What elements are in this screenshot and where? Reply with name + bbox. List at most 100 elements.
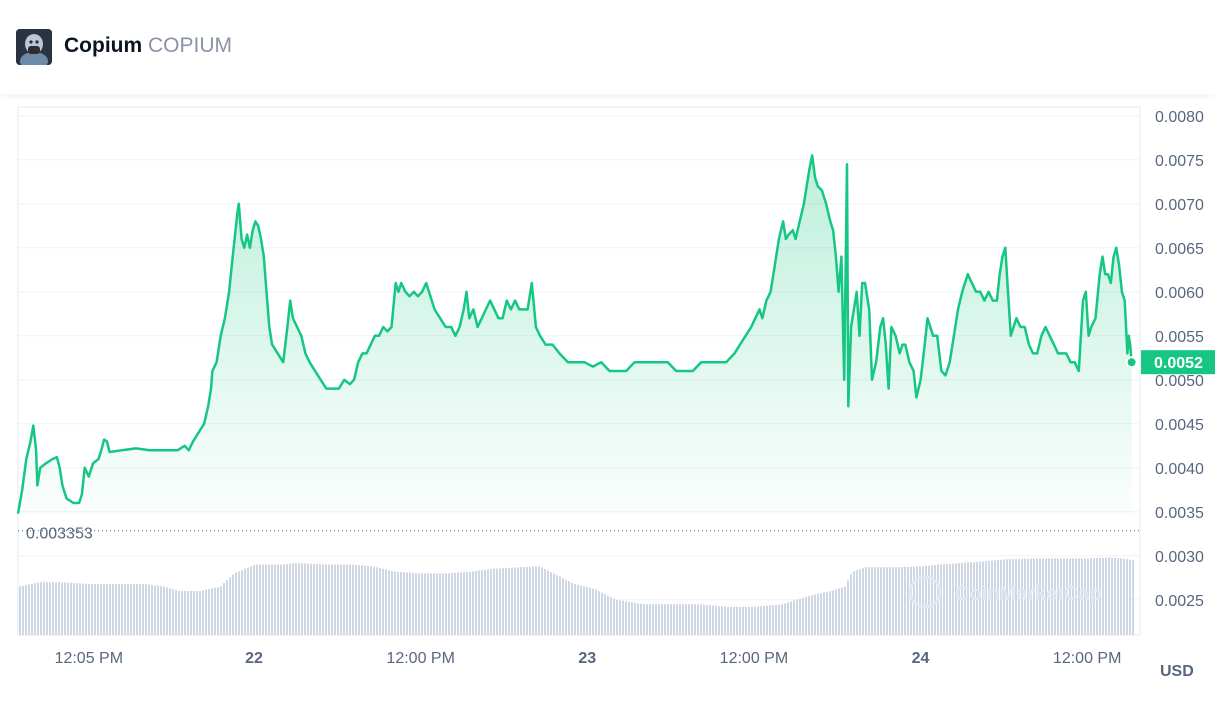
volume-bar [259, 564, 261, 635]
volume-bar [724, 606, 726, 635]
volume-bar [742, 606, 744, 635]
volume-bar [469, 571, 471, 635]
volume-bar [433, 573, 435, 635]
volume-bar [463, 572, 465, 635]
volume-bar [619, 600, 621, 635]
volume-bar [811, 595, 813, 635]
volume-bar [100, 583, 102, 635]
y-tick-label: 0.0035 [1155, 505, 1204, 522]
volume-bar [445, 573, 447, 635]
volume-bar [916, 566, 918, 635]
volume-bar [502, 568, 504, 635]
volume-bar [1021, 558, 1023, 635]
volume-bar [613, 598, 615, 635]
volume-bar [40, 582, 42, 635]
volume-bar [1102, 557, 1104, 635]
volume-bar [661, 604, 663, 635]
volume-bar [172, 589, 174, 635]
volume-bar [577, 584, 579, 635]
price-line[interactable] [16, 154, 1133, 514]
volume-bar [649, 604, 651, 635]
volume-bar [685, 604, 687, 635]
volume-bar [1000, 559, 1002, 635]
volume-bar [220, 585, 222, 635]
volume-bar [196, 591, 198, 635]
current-price-dot[interactable] [1125, 356, 1138, 369]
token-name: Copium [64, 34, 143, 57]
volume-bar [985, 561, 987, 635]
volume-bar [964, 562, 966, 635]
volume-bar [403, 572, 405, 635]
volume-bar [694, 604, 696, 635]
volume-bar [640, 603, 642, 635]
volume-bar [187, 591, 189, 635]
volume-bar [1096, 558, 1098, 635]
volume-bar [1057, 558, 1059, 635]
volume-bar [598, 591, 600, 635]
volume-bar [667, 604, 669, 635]
volume-bar [967, 562, 969, 635]
volume-bar [1054, 558, 1056, 635]
x-tick-label: 22 [245, 650, 263, 667]
volume-bar [625, 601, 627, 635]
volume-bar [313, 563, 315, 635]
volume-bar [583, 586, 585, 635]
volume-bar [1060, 558, 1062, 635]
volume-bar [1015, 558, 1017, 635]
volume-bar [622, 600, 624, 635]
volume-bar [118, 583, 120, 635]
volume-bar [115, 583, 117, 635]
volume-bar [439, 573, 441, 635]
x-axis: 12:05 PM 22 12:00 PM 23 12:00 PM 24 12:00 PM [55, 650, 1122, 667]
volume-bar [214, 587, 216, 635]
volume-bar [43, 582, 45, 635]
volume-bar [247, 567, 249, 635]
volume-bar [151, 584, 153, 635]
volume-bar [520, 567, 522, 635]
volume-bar [349, 564, 351, 635]
volume-bar [160, 586, 162, 635]
volume-bar [799, 598, 801, 635]
volume-bar [943, 564, 945, 635]
price-chart[interactable]: CoinMarketCap 0.003353 0.0080 0.0075 0.007… [0, 95, 1215, 714]
volume-bar [409, 572, 411, 635]
volume-bar [1048, 558, 1050, 635]
volume-bar [955, 563, 957, 635]
volume-bar [193, 591, 195, 635]
volume-bar [373, 566, 375, 635]
volume-bar [712, 605, 714, 635]
volume-bar [124, 583, 126, 635]
volume-bar [838, 588, 840, 635]
volume-bar [835, 589, 837, 635]
volume-bar [652, 604, 654, 635]
volume-bar [532, 566, 534, 635]
volume-bar [1075, 558, 1077, 635]
volume-bar [121, 583, 123, 635]
volume-bar [400, 572, 402, 635]
volume-bar [223, 583, 225, 635]
volume-bar [379, 568, 381, 635]
volume-bar [979, 561, 981, 635]
volume-bar [382, 568, 384, 635]
volume-bar [1006, 559, 1008, 635]
volume-bar [808, 595, 810, 635]
volume-bars [19, 557, 1134, 635]
volume-bar [256, 564, 258, 635]
volume-bar [658, 604, 660, 635]
volume-bar [109, 583, 111, 635]
volume-bar [775, 604, 777, 635]
volume-bar [385, 569, 387, 635]
volume-bar [568, 581, 570, 635]
token-symbol: COPIUM [148, 34, 232, 57]
volume-bar [1045, 558, 1047, 635]
volume-bar [925, 565, 927, 635]
x-tick-label: 23 [578, 650, 596, 667]
volume-bar [526, 566, 528, 635]
volume-bar [322, 564, 324, 635]
volume-bar [547, 570, 549, 635]
volume-bar [745, 606, 747, 635]
volume-bar [274, 564, 276, 635]
volume-bar [679, 604, 681, 635]
volume-bar [1120, 558, 1122, 635]
volume-bar [733, 606, 735, 635]
